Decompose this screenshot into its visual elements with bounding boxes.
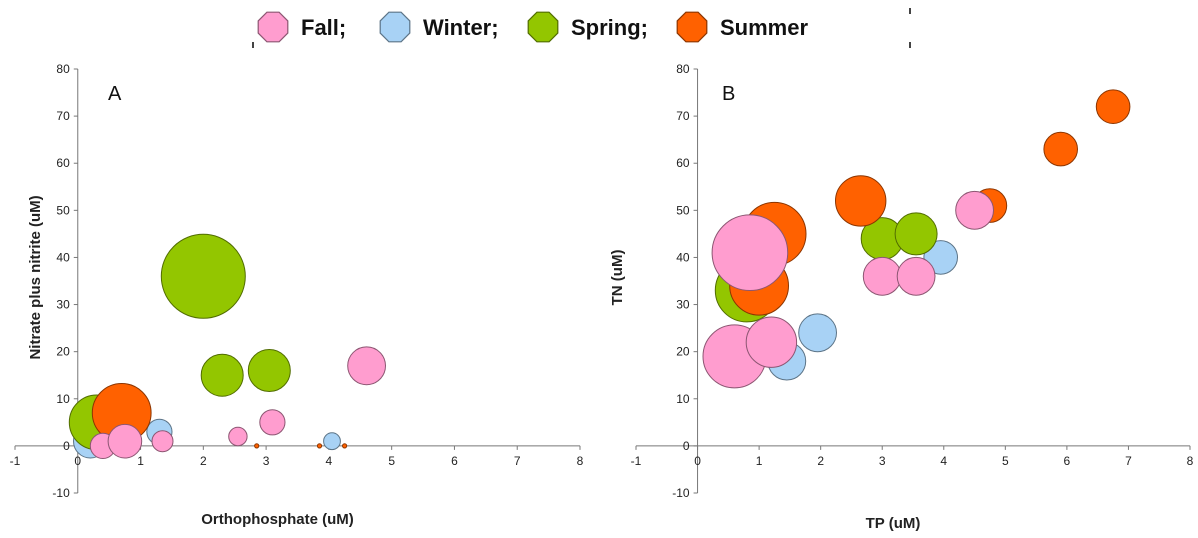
bubble-fall — [228, 426, 248, 447]
x-axis-title: Orthophosphate (uM) — [201, 511, 353, 528]
y-tick-label: 60 — [676, 156, 690, 170]
y-tick-label: 30 — [56, 298, 70, 312]
y-tick-label: 20 — [56, 345, 70, 359]
x-tick-label: 8 — [1187, 454, 1194, 468]
x-tick-label: 5 — [388, 454, 395, 468]
x-tick-label: 6 — [1064, 454, 1071, 468]
y-tick-label: 80 — [56, 62, 70, 76]
x-tick-label: 7 — [1125, 454, 1132, 468]
y-axis-title: Nitrate plus nitrite (uM) — [27, 195, 44, 359]
x-tick-label: 0 — [694, 454, 701, 468]
y-tick-label: 50 — [56, 203, 70, 217]
bubble-summer — [316, 443, 323, 449]
x-tick-label: 3 — [879, 454, 886, 468]
legend-marker-winter — [379, 11, 411, 43]
x-tick-label: 1 — [137, 454, 144, 468]
y-tick-label: -10 — [672, 486, 690, 500]
bubble-summer — [835, 175, 887, 227]
y-tick-label: -10 — [52, 486, 70, 500]
bubble-fall — [259, 409, 286, 436]
y-tick-label: 40 — [676, 250, 690, 264]
y-tick-label: 50 — [676, 203, 690, 217]
y-axis-title: TN (uM) — [609, 250, 626, 306]
bubble-fall — [347, 346, 387, 386]
bubble-summer — [254, 443, 260, 449]
x-tick-label: 5 — [1002, 454, 1009, 468]
x-tick-label: 7 — [514, 454, 521, 468]
bubble-spring — [160, 233, 246, 319]
x-tick-label: 2 — [200, 454, 207, 468]
y-tick-label: 60 — [56, 156, 70, 170]
bubble-fall — [107, 423, 143, 459]
y-tick-label: 80 — [676, 62, 690, 76]
bubble-fall — [896, 256, 936, 296]
legend-marker-summer — [676, 11, 708, 43]
y-tick-label: 20 — [676, 345, 690, 359]
y-tick-label: 70 — [676, 109, 690, 123]
y-tick-label: 10 — [56, 392, 70, 406]
x-tick-label: 2 — [817, 454, 824, 468]
bubble-fall — [862, 256, 902, 296]
x-tick-label: -1 — [631, 454, 642, 468]
y-tick-label: 30 — [676, 298, 690, 312]
x-axis-title: TP (uM) — [866, 515, 921, 532]
bubble-fall — [955, 190, 994, 230]
bubble-summer — [1043, 131, 1078, 167]
bubble-spring — [247, 349, 291, 392]
bubble-summer — [1095, 89, 1131, 124]
x-tick-label: 3 — [263, 454, 270, 468]
bubble-spring — [200, 353, 244, 397]
panel-letter: B — [722, 83, 735, 105]
legend-label-spring: Spring; — [571, 15, 648, 40]
x-tick-label: 8 — [577, 454, 584, 468]
bubble-fall — [151, 430, 174, 453]
legend-marker-spring — [527, 11, 559, 43]
legend-marker-fall — [257, 11, 289, 43]
bubble-fall — [711, 214, 789, 291]
panel-letter: A — [108, 83, 122, 105]
legend-label-summer: Summer — [720, 15, 808, 40]
chart-legend: Fall; Winter; Spring; Summer — [257, 11, 808, 43]
y-tick-label: 10 — [676, 392, 690, 406]
y-tick-label: 0 — [683, 439, 690, 453]
x-tick-label: 0 — [74, 454, 81, 468]
x-tick-label: 6 — [451, 454, 458, 468]
x-tick-label: -1 — [10, 454, 21, 468]
legend-label-fall: Fall; — [301, 15, 346, 40]
bubble-fall — [745, 316, 798, 368]
bubble-summer — [342, 443, 348, 449]
bubble-spring — [894, 212, 938, 256]
y-tick-label: 70 — [56, 109, 70, 123]
legend-label-winter: Winter; — [423, 15, 499, 40]
x-tick-label: 1 — [756, 454, 763, 468]
bubble-winter — [323, 432, 341, 451]
x-tick-label: 4 — [326, 454, 333, 468]
x-tick-label: 4 — [940, 454, 947, 468]
y-tick-label: 0 — [63, 439, 70, 453]
bubble-winter — [798, 313, 837, 353]
chart-panel-a: -1 0 1 2 3 4 5 6 7 8-1001020304050607080Orthophos… — [10, 62, 584, 528]
y-tick-label: 40 — [56, 250, 70, 264]
